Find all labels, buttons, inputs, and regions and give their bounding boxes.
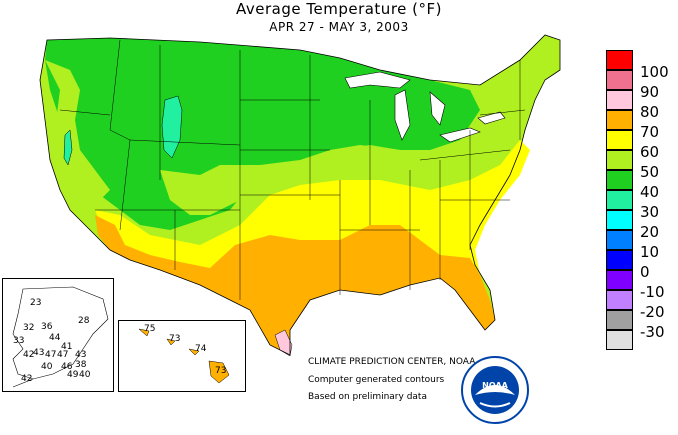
legend-swatch [606, 210, 633, 230]
legend-swatch [606, 90, 633, 110]
alaska-station-label: 42 [23, 350, 35, 360]
alaska-station-label: 33 [13, 336, 25, 346]
legend-label: 80 [640, 103, 660, 121]
region-plains-light [160, 85, 525, 215]
legend-label: -20 [640, 303, 665, 321]
legend-swatch [606, 190, 633, 210]
legend-swatch [606, 130, 633, 150]
hawaii-station-label: 73 [215, 366, 227, 376]
alaska-station-label: 28 [78, 316, 90, 326]
region-west-light [45, 60, 110, 200]
credit-line-preliminary: Based on preliminary data [308, 392, 427, 402]
legend-label: 0 [640, 263, 650, 281]
legend-label: 100 [640, 63, 669, 81]
legend-label: 50 [640, 163, 660, 181]
legend-label: 40 [640, 183, 660, 201]
legend-swatch [606, 250, 633, 270]
hawaii-inset: 75 73 74 73 [118, 320, 246, 392]
legend-swatch [606, 230, 633, 250]
noaa-logo: NOAA [460, 355, 530, 425]
alaska-station-label: 32 [23, 323, 35, 333]
alaska-station-label: 36 [41, 322, 53, 332]
legend-swatch [606, 290, 633, 310]
legend-label: -30 [640, 323, 665, 341]
legend-swatch [606, 50, 633, 70]
alaska-station-label: 44 [49, 333, 61, 343]
alaska-station-label: 46 [61, 362, 73, 372]
credit-line-center: CLIMATE PREDICTION CENTER, NOAA [308, 357, 476, 367]
noaa-seal [461, 356, 529, 424]
legend-swatch [606, 150, 633, 170]
region-40-50 [45, 38, 480, 230]
credit-line-contours: Computer generated contours [308, 375, 445, 385]
alaska-station-label: 23 [30, 298, 42, 308]
legend-swatch [606, 330, 633, 350]
legend-swatch [606, 110, 633, 130]
conus-outline [39, 34, 561, 356]
alaska-station-label: 40 [79, 370, 91, 380]
great-lakes [344, 71, 506, 143]
hawaii-station-label: 74 [195, 344, 207, 354]
alaska-station-label: 49 [67, 370, 79, 380]
legend-swatch [606, 270, 633, 290]
legend-label: 90 [640, 83, 660, 101]
legend-label: 30 [640, 203, 660, 221]
hawaii-station-label: 75 [144, 324, 156, 334]
map-title: Average Temperature (°F) [236, 0, 442, 18]
region-30-40-oregon [63, 129, 73, 166]
region-30-40-wyoming [161, 95, 183, 159]
legend-swatch [606, 70, 633, 90]
hawaii-map [138, 328, 230, 384]
alaska-station-label: 40 [41, 362, 53, 372]
legend-label: 10 [640, 243, 660, 261]
alaska-inset: 23 28 32 36 44 33 41 42 47 47 43 43 38 4… [2, 278, 114, 392]
map-subtitle: APR 27 - MAY 3, 2003 [269, 20, 409, 34]
alaska-station-label: 47 [45, 350, 57, 360]
legend-swatch [606, 170, 633, 190]
legend-label: 70 [640, 123, 660, 141]
alaska-station-label: 43 [75, 350, 87, 360]
state-borders [59, 39, 526, 300]
alaska-station-label: 47 [57, 350, 69, 360]
alaska-map [12, 286, 109, 388]
alaska-station-label: 43 [33, 348, 45, 358]
alaska-station-label: 38 [75, 360, 87, 370]
region-80-90 [274, 329, 293, 357]
hawaii-station-label: 73 [169, 334, 181, 344]
legend-label: 20 [640, 223, 660, 241]
alaska-station-label: 41 [61, 342, 73, 352]
alaska-station-label: 42 [21, 374, 33, 384]
legend-label: 60 [640, 143, 660, 161]
legend-swatch [606, 310, 633, 330]
region-70-80 [95, 215, 495, 355]
legend-label: -10 [640, 283, 665, 301]
noaa-logo-text: NOAA [482, 381, 508, 390]
